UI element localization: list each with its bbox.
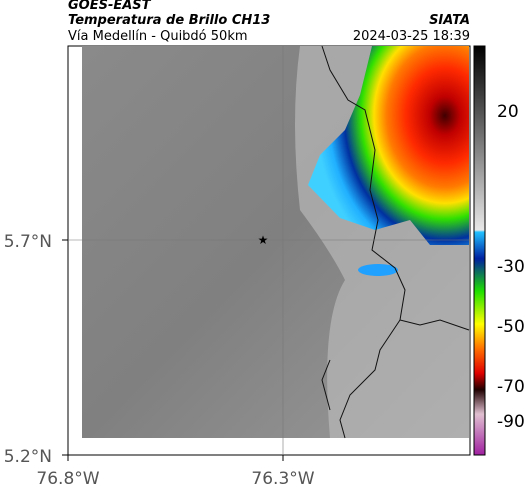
location-marker: ★ <box>258 233 269 247</box>
cold-cloud <box>358 264 398 276</box>
lon-tick-label: 76.8°W <box>36 469 99 489</box>
agency: SIATA <box>429 13 470 28</box>
colorbar-tick-label: -90 <box>497 412 525 432</box>
lat-tick-label: 5.7°N <box>4 232 52 252</box>
cold-cloud <box>308 46 469 245</box>
lat-tick-label: 5.2°N <box>4 447 52 467</box>
subtitle: Vía Medellín - Quibdó 50km <box>68 29 248 44</box>
borders <box>321 45 470 439</box>
map: ★ 5.7°N 5.2°N 76.8°W 76.3°W <box>4 45 471 489</box>
lon-tick-label: 76.3°W <box>251 469 314 489</box>
colorbar-tick-label: 20 <box>497 102 519 122</box>
source: GOES-EAST <box>68 0 152 13</box>
colorbar: 20 -30 -50 -70 -90 <box>473 45 525 456</box>
datetime: 2024-03-25 18:39 <box>353 29 470 44</box>
title: Temperatura de Brillo CH13 <box>68 13 270 28</box>
colorbar-tick-label: -70 <box>497 377 525 397</box>
colorbar-tick-label: -50 <box>497 317 525 337</box>
colorbar-tick-label: -30 <box>497 257 525 277</box>
colorbar-scale <box>473 45 486 456</box>
